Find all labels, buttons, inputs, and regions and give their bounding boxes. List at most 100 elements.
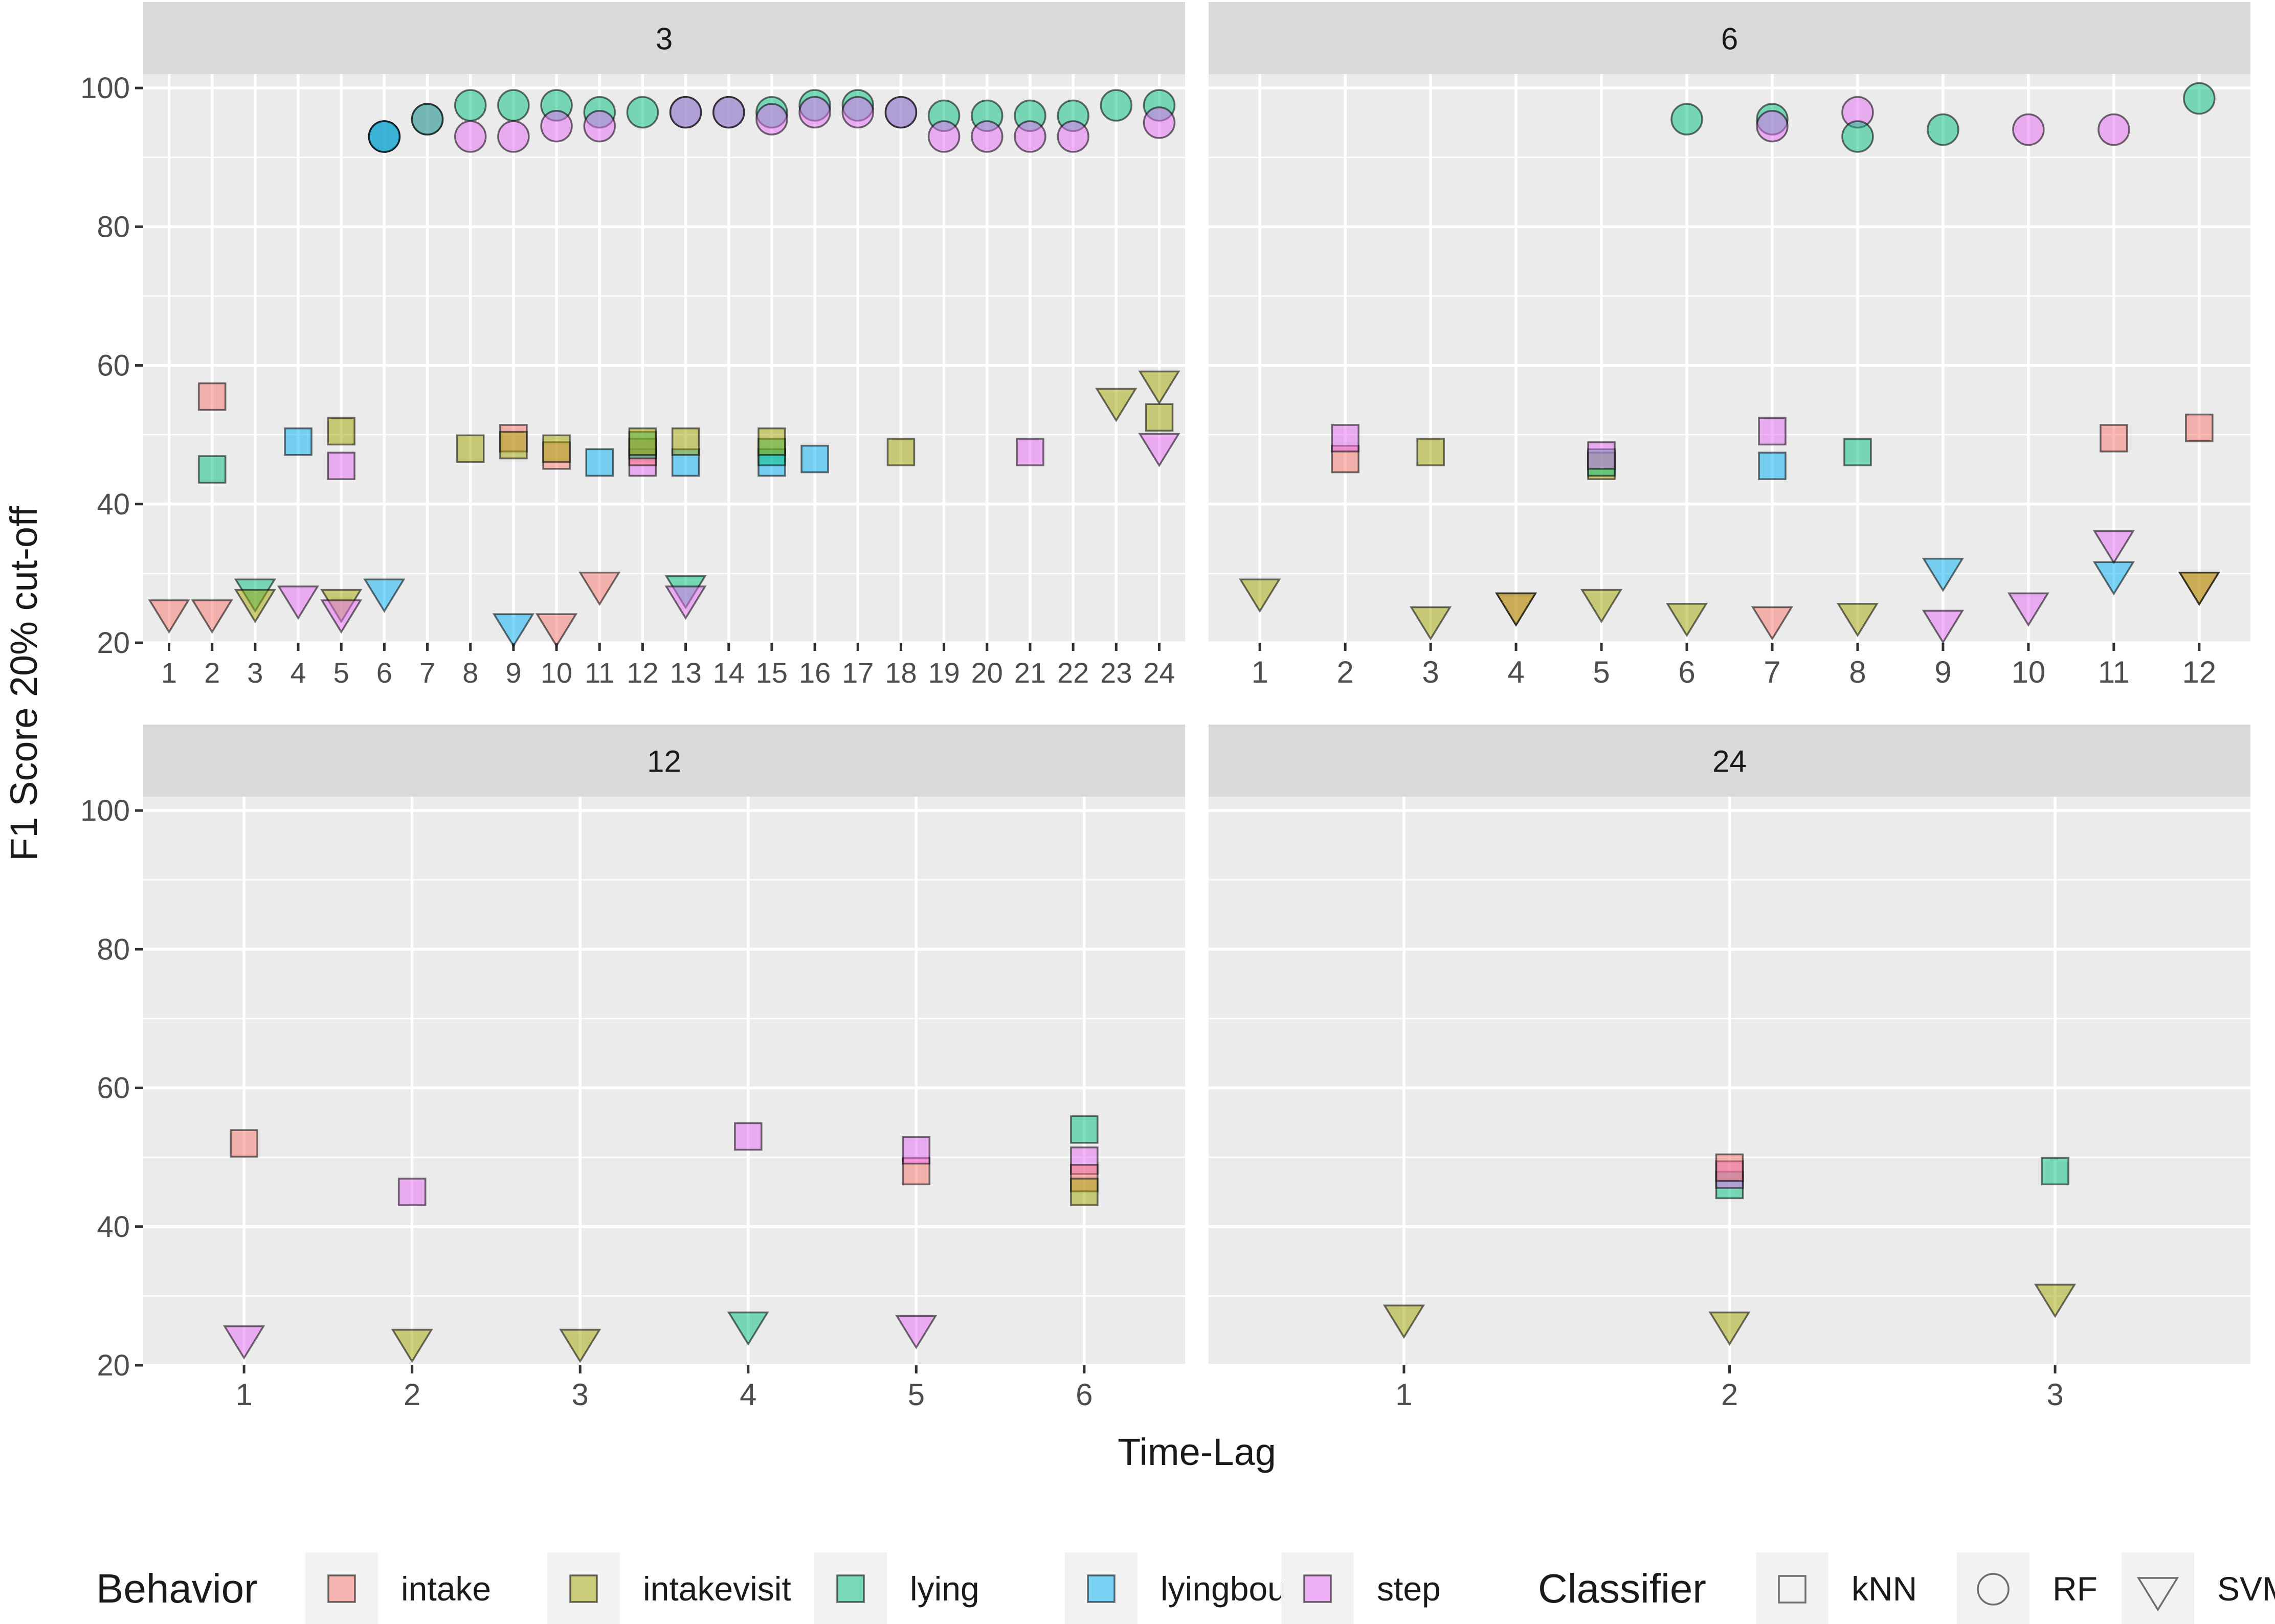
x-tick-label: 9 <box>1934 655 1951 689</box>
point-intake-svm <box>191 599 233 634</box>
point-intakevisit-svm <box>2034 1283 2077 1318</box>
x-axis-title: Time-Lag <box>1118 1431 1276 1473</box>
point-intakevisit-knn <box>671 427 700 456</box>
legend-title-behavior: Behavior <box>96 1566 258 1611</box>
point-step-svm <box>1138 433 1180 467</box>
x-tick-label: 2 <box>404 1378 420 1412</box>
legend-item-lyingbout: lyingbout <box>1065 1552 1296 1624</box>
x-tick-label: 6 <box>376 657 392 689</box>
x-tick-label: 20 <box>971 657 1003 689</box>
legend-label-knn: kNN <box>1852 1570 1917 1608</box>
point-step-knn <box>1016 438 1044 466</box>
facet-panel-24: 24 1 2 3 <box>1209 725 2250 1412</box>
point-lying-rf <box>626 96 659 129</box>
point-step-rf <box>1143 106 1176 139</box>
point-lying-svm <box>727 1311 769 1346</box>
point-step-rf <box>669 96 702 129</box>
point-lying-knn <box>197 455 227 484</box>
x-tick-label: 15 <box>756 657 788 689</box>
point-intakevisit-svm <box>1495 592 1537 627</box>
facet-strip <box>143 725 1185 797</box>
facet-strip-label: 3 <box>656 22 673 56</box>
x-tick-label: 7 <box>1764 655 1780 689</box>
point-lying-rf <box>497 89 530 122</box>
point-step-svm <box>320 599 363 634</box>
facet-strip <box>1209 725 2250 797</box>
x-tick-label: 1 <box>1251 655 1268 689</box>
point-intakevisit-knn <box>1145 403 1174 432</box>
point-lying-rf <box>411 103 444 136</box>
point-step-rf <box>497 120 530 153</box>
x-tick-label: 12 <box>2182 655 2216 689</box>
point-lying-knn <box>2041 1157 2069 1186</box>
point-intakevisit-svm <box>234 589 276 623</box>
x-tick-label: 11 <box>585 657 614 689</box>
point-intake-knn <box>2185 413 2214 442</box>
legend-label-svm: SVM <box>2217 1570 2275 1608</box>
point-lying-rf <box>1100 89 1133 122</box>
point-intakevisit-knn <box>628 427 657 456</box>
point-step-rf <box>1057 120 1089 153</box>
point-intakevisit-svm <box>2178 571 2220 606</box>
y-tick-label: 60 <box>97 349 130 382</box>
point-step-knn <box>1758 417 1787 446</box>
point-intakevisit-knn <box>499 431 528 460</box>
point-lying-rf <box>1927 113 1959 146</box>
legend-item-step: step <box>1281 1552 1441 1624</box>
legend-item-svm: SVM <box>2122 1552 2275 1624</box>
point-intakevisit-knn <box>1416 438 1445 466</box>
point-intakevisit-knn <box>886 438 916 466</box>
panel-background <box>143 74 1185 643</box>
point-intakevisit-svm <box>1580 589 1623 623</box>
y-tick-label: 40 <box>97 1210 130 1244</box>
point-lying-knn <box>1070 1115 1099 1144</box>
point-step-svm <box>895 1315 938 1349</box>
point-lyingbout-svm <box>363 578 406 613</box>
point-step-svm <box>2007 592 2050 627</box>
point-intakevisit-svm <box>1836 603 1879 638</box>
facet-strip-label: 12 <box>647 745 681 779</box>
point-intakevisit-knn <box>757 427 786 456</box>
x-tick-label: 21 <box>1014 657 1046 689</box>
x-tick-label: 11 <box>2098 655 2130 689</box>
legend-key-step <box>1303 1574 1332 1603</box>
x-tick-label: 22 <box>1057 657 1089 689</box>
point-step-knn <box>397 1178 427 1206</box>
x-tick-label: 2 <box>1336 655 1353 689</box>
point-step-knn <box>902 1136 931 1165</box>
x-tick-label: 2 <box>1721 1378 1738 1412</box>
point-intakevisit-svm <box>1138 370 1180 405</box>
y-tick-label: 100 <box>80 794 130 827</box>
x-tick-label: 5 <box>908 1378 925 1412</box>
y-tick-label: 100 <box>80 72 130 105</box>
facet-strip-label: 24 <box>1712 745 1747 779</box>
point-lyingbout-knn <box>585 448 614 477</box>
x-tick-label: 3 <box>2046 1378 2063 1412</box>
point-step-rf <box>712 96 745 129</box>
legend-label-step: step <box>1377 1570 1441 1608</box>
x-tick-label: 3 <box>247 657 263 689</box>
point-intakevisit-svm <box>1708 1311 1751 1346</box>
legend-key-bg <box>1957 1552 2029 1624</box>
x-tick-label: 14 <box>713 657 745 689</box>
point-intakevisit-svm <box>1382 1304 1425 1339</box>
point-lying-rf <box>2183 82 2216 115</box>
y-tick-label: 20 <box>97 1349 130 1382</box>
point-intakevisit-svm <box>391 1328 433 1363</box>
point-step-rf <box>540 109 573 143</box>
point-step-rf <box>454 120 487 153</box>
facet-strip <box>143 2 1185 74</box>
point-lyingbout-rf <box>368 120 401 153</box>
point-lyingbout-knn <box>1758 452 1787 480</box>
x-tick-label: 1 <box>1395 1378 1412 1412</box>
point-step-rf <box>798 96 831 129</box>
x-tick-label: 10 <box>2012 655 2046 689</box>
legend-key-lyingbout <box>1087 1574 1116 1603</box>
x-tick-label: 19 <box>928 657 960 689</box>
legend-item-lying: lying <box>814 1552 979 1624</box>
point-lyingbout-svm <box>2092 561 2135 596</box>
point-intake-svm <box>578 571 621 606</box>
legend-item-knn: kNN <box>1756 1552 1917 1624</box>
point-step-rf <box>1756 109 1789 143</box>
legend-key-svm <box>2136 1577 2179 1612</box>
